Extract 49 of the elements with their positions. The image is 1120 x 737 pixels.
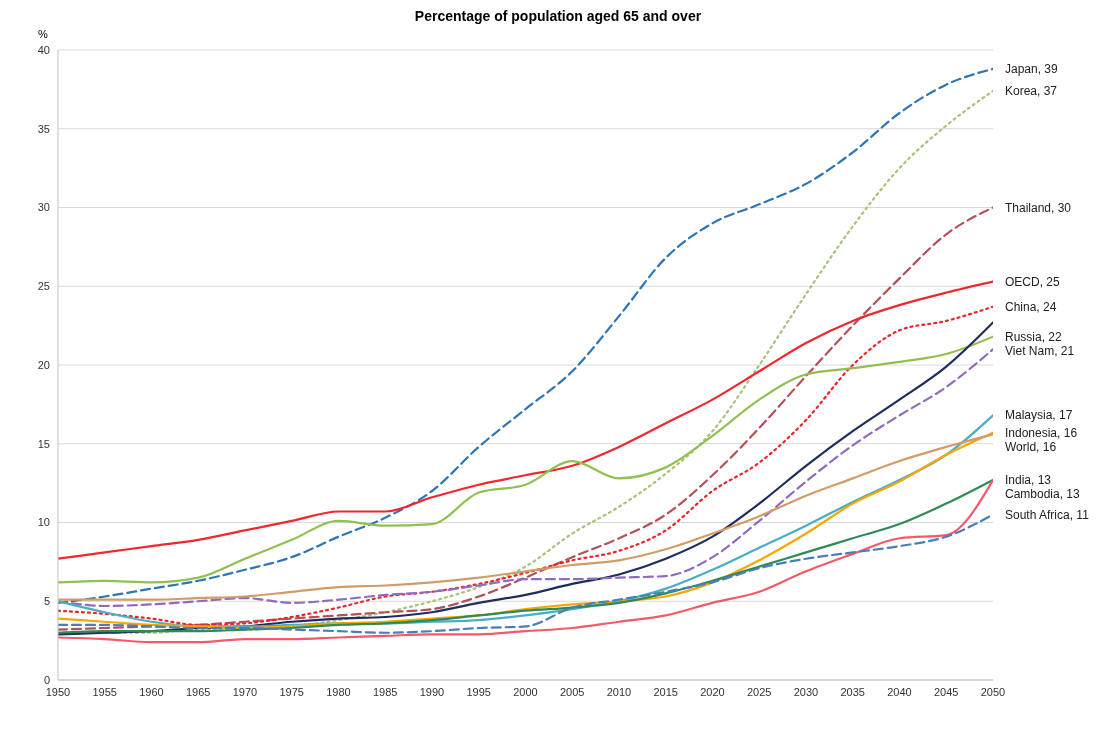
- series-label: Korea, 37: [1005, 83, 1058, 98]
- x-tick-label: 1965: [186, 685, 211, 698]
- y-tick-label: 40: [37, 43, 50, 56]
- x-tick-label: 2035: [840, 685, 865, 698]
- x-tick-label: 2010: [606, 685, 632, 698]
- x-tick-label: 2005: [560, 685, 585, 698]
- series-label: China, 24: [1005, 299, 1057, 314]
- series-label: Japan, 39: [1005, 61, 1059, 76]
- chart-title: Percentage of population aged 65 and over: [414, 8, 702, 24]
- y-tick-label: 0: [43, 673, 50, 686]
- x-tick-label: 2040: [887, 685, 912, 698]
- series-label: Thailand, 30: [1005, 200, 1072, 215]
- y-tick-label: 30: [37, 201, 50, 214]
- y-tick-label: 20: [37, 358, 50, 371]
- line-series: [58, 433, 993, 601]
- line-series: [58, 280, 993, 560]
- line-series: [58, 513, 993, 634]
- x-tick-label: 1960: [139, 685, 164, 698]
- y-tick-label: 5: [43, 595, 50, 608]
- x-tick-label: 2000: [513, 685, 538, 698]
- x-tick-label: 1980: [326, 685, 351, 698]
- x-tick-label: 2025: [747, 685, 772, 698]
- series-label: South Africa, 11: [1005, 507, 1090, 522]
- series-label: Indonesia, 16: [1005, 425, 1078, 440]
- line-series: [58, 206, 993, 631]
- x-tick-label: 1950: [45, 685, 71, 698]
- x-tick-label: 1990: [419, 685, 445, 698]
- series-label: India, 13: [1005, 472, 1052, 487]
- y-tick-label: 25: [37, 280, 50, 293]
- y-axis-title: %: [38, 28, 48, 40]
- series-label: Russia, 22: [1005, 329, 1063, 344]
- x-tick-label: 2030: [793, 685, 819, 698]
- x-tick-label: 2050: [980, 685, 1006, 698]
- y-tick-label: 10: [37, 516, 50, 529]
- series-label: OECD, 25: [1005, 274, 1061, 289]
- x-tick-label: 1975: [279, 685, 304, 698]
- y-tick-label: 35: [37, 122, 50, 135]
- series-label: Cambodia, 13: [1005, 486, 1081, 501]
- series-label: Viet Nam, 21: [1005, 343, 1075, 358]
- x-tick-label: 1985: [373, 685, 398, 698]
- x-tick-label: 1995: [466, 685, 491, 698]
- y-tick-label: 15: [37, 437, 50, 450]
- series-label: World, 16: [1005, 439, 1057, 454]
- series-label: Malaysia, 17: [1005, 408, 1073, 423]
- x-tick-label: 1970: [232, 685, 258, 698]
- x-tick-label: 2045: [934, 685, 959, 698]
- x-tick-label: 2015: [653, 685, 678, 698]
- x-tick-label: 2020: [700, 685, 725, 698]
- x-tick-label: 1955: [92, 685, 117, 698]
